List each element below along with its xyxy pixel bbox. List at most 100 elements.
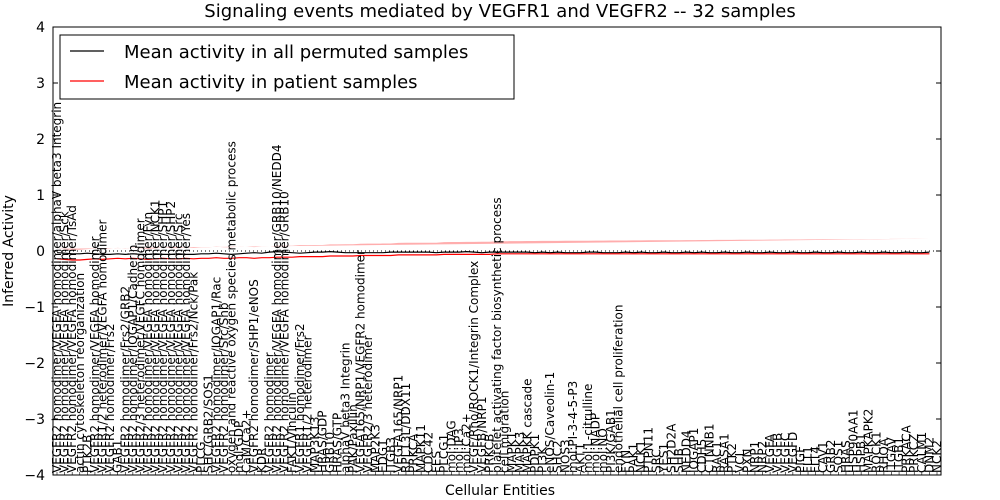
x-tick-label: FLT1 — [801, 446, 815, 473]
x-tick-label: FYN — [619, 450, 633, 473]
x-tick-label: MAP3K13 — [308, 416, 322, 473]
x-tick-label: CTNNB1 — [702, 423, 716, 473]
x-tick-label: SHC/GRB2/SOS1 — [202, 374, 216, 473]
x-tick-label: VEGFR2/3 heterodimer/VEGFC homodimer — [133, 218, 147, 473]
x-tick-label: NCK2 — [930, 440, 944, 473]
x-tick-label: SHB — [672, 448, 686, 473]
y-tick-label: −2 — [24, 356, 45, 372]
plot-area — [53, 238, 941, 261]
y-tick-label: −1 — [24, 300, 45, 316]
x-tick-label: RASA1 — [718, 433, 732, 473]
x-tick-label: VEGFD — [786, 432, 800, 473]
x-tick-label: IQGAP1 — [687, 428, 701, 473]
x-tick-label: mol:PI-3-4-5-P3 — [566, 381, 580, 473]
x-tick-label: PIGF — [793, 446, 807, 473]
x-tick-label: PI3K/GAB1 — [604, 409, 618, 473]
x-tick-label: VEGFR2 homodimer/VEGFA homodimer/GRB10 — [278, 191, 292, 473]
x-tick-label: FES — [429, 451, 443, 473]
x-tick-label: PTK2B — [80, 435, 94, 473]
x-tick-label: PAK/Paxillin — [346, 404, 360, 473]
y-tick-label: 3 — [36, 76, 45, 92]
x-tick-label: VEGFR2 homodimer — [262, 352, 276, 473]
x-tick-label: HSP90AA1 — [847, 409, 861, 473]
y-tick-label: 1 — [36, 188, 45, 204]
x-tick-label: CDC42 — [422, 432, 436, 473]
x-tick-label: PRKCB — [482, 434, 496, 473]
x-tick-label: PTPN11 — [642, 427, 656, 473]
x-tick-label: VEGFR2 homodimer/VEGFA homodimer/Yes — [179, 213, 193, 473]
x-tick-label: PXN — [740, 449, 754, 473]
x-tick-label: NOS3 — [558, 439, 572, 473]
x-tick-label: mol:IP3 — [452, 428, 466, 473]
x-tick-label: oxygen and reactive oxygen species metab… — [225, 141, 239, 473]
x-tick-label: VEGFA — [763, 433, 777, 473]
x-tick-label: SRC — [649, 449, 663, 473]
x-tick-label: CDH5 — [695, 439, 709, 473]
x-tick-label: VEGFR2 homodimer/Frs2/Nck/Pak — [187, 272, 201, 473]
x-tick-label: VEGFR2 homodimer/IQGAP1/Cadherin — [126, 245, 140, 473]
x-tick-label: VEGFC — [778, 433, 792, 473]
x-tick-label: GRB2 — [824, 439, 838, 473]
legend: Mean activity in all permuted samples Me… — [59, 34, 515, 100]
x-tick-label: HRAS/GDP — [316, 410, 330, 473]
y-tick-label: −4 — [24, 468, 45, 484]
y-tick-label: 2 — [36, 132, 45, 148]
x-tick-label: VEGFR2 homodimer/VEGFA homodimer — [88, 236, 102, 473]
y-tick-label: −3 — [24, 412, 45, 428]
x-tick-label: VEGFR2 homodimer/Src/Shb — [217, 302, 231, 473]
x-tick-label: mol:DAG — [445, 420, 459, 473]
x-tick-label: VEGFR2 homodimer/VEGFA homodimer/Sck — [58, 211, 72, 473]
x-tick-label: GRB10 — [323, 432, 337, 473]
x-tick-label: PI3K — [536, 446, 550, 473]
x-tick-label: VEGFR2/3 heterodimer — [361, 335, 375, 473]
legend-label-patient: Mean activity in patient samples — [124, 72, 418, 93]
x-tick-label: VEGFB — [771, 433, 785, 473]
x-axis-label: Cellular Entities — [445, 483, 555, 499]
x-tick-label: YES1 — [657, 443, 671, 474]
x-tick-label: VEGFR2 homodimer/SHP1/eNOS — [247, 279, 261, 473]
x-tick-label: SOS1 — [831, 441, 845, 473]
x-tick-label: mol:NO — [596, 428, 610, 473]
x-tick-label: VEGFR2 homodimer/VEGFA homodimer/Fyn — [141, 212, 155, 473]
x-tick-label: cell migration — [498, 391, 512, 473]
x-tick-label: PTK2 — [725, 443, 739, 473]
x-tick-label: MAPKAPK2 — [862, 409, 876, 473]
x-tick-label: KDR — [255, 448, 269, 473]
x-tick-label: MAPK1 — [505, 432, 519, 473]
plot-frame — [52, 26, 942, 476]
x-tick-label: VEGFR2 homodimer/VEGFA homodimer/SHP1 — [156, 201, 170, 473]
x-tick-label: RPL13L/DDX11 — [399, 383, 413, 473]
x-tick-label: GAB1 — [111, 440, 125, 473]
x-tick-label: PLCG1 — [437, 434, 451, 473]
x-tick-label: MAP2K3 — [369, 424, 383, 473]
x-tick-label: VEGFR2 homodimer/VEGFA homodimer/SHP2 — [164, 201, 178, 473]
x-tick-label: NEDD4 — [680, 430, 694, 473]
x-tick-label: PRKCA — [407, 433, 421, 473]
x-tick-label: ITGAV — [885, 436, 899, 473]
x-tick-label: VEGFB/NRP1 — [475, 397, 489, 473]
series-line-permuted — [56, 250, 930, 256]
x-tick-label: EDG1 — [376, 439, 390, 473]
x-tick-label: RAC1 — [710, 441, 724, 473]
x-tick-label: VEGF/Rho/ROCK1/Integrin Complex — [467, 261, 481, 473]
x-tick-label: eNOS/Caveolin-1 — [543, 372, 557, 473]
x-tick-label: VEGFA165/NRP1/VEGFR2 homodimer — [353, 250, 367, 473]
x-tick-label: alphaV beta3 Integrin — [338, 342, 352, 473]
x-tick-label: VCL — [733, 449, 747, 473]
x-tick-label: AKT1 — [573, 443, 587, 473]
x-tick-label: actin cytoskeleton reorganization — [73, 273, 87, 473]
x-tick-label: NRP1 — [748, 441, 762, 473]
x-tick-label: PDPK1 — [528, 434, 542, 473]
x-tick-label: CAV1 — [816, 441, 830, 473]
x-tick-label: MAPK11 — [414, 424, 428, 473]
x-tick-label: SHC2 — [551, 440, 565, 473]
x-tick-label: platelet activating factor biosynthetic … — [490, 197, 504, 473]
x-tick-labels: VEGFR2 homodimer/VEGFA homodimer/alphaV … — [50, 102, 944, 475]
x-tick-label: ITGB1 — [892, 437, 906, 473]
x-tick-label: NCK1 — [634, 440, 648, 473]
legend-box — [59, 34, 515, 100]
x-tick-label: VEGFR2 homodimer/Frs2/GRB2 — [118, 286, 132, 473]
x-tick-label: MAPKK cascade — [520, 378, 534, 473]
x-tick-label: FLT4 — [809, 446, 823, 473]
